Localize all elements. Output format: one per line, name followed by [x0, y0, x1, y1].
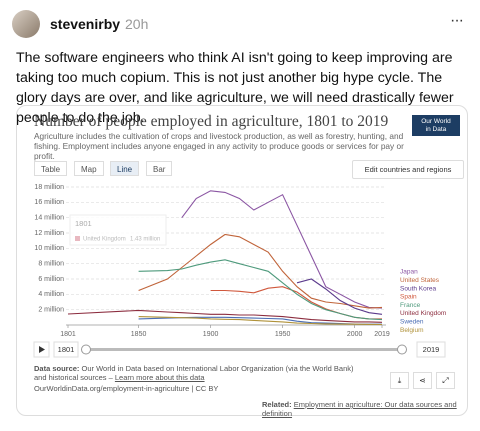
data-source: Data source: Our World in Data based on … [34, 364, 364, 382]
legend-label: Sweden [400, 319, 424, 326]
source-text: Our World in Data based on International… [34, 364, 354, 382]
post-text: The software engineers who think AI isn'… [16, 50, 454, 126]
avatar[interactable] [12, 10, 40, 38]
logo-line: Our World [421, 118, 451, 125]
tooltip-swatch [75, 236, 80, 241]
legend-label: United States [400, 277, 440, 284]
owid-logo[interactable]: Our World in Data [412, 115, 460, 136]
related: Related: Employment in agriculture: Our … [262, 400, 480, 418]
start-year-box[interactable] [53, 341, 79, 358]
x-tick-label: 1850 [131, 331, 147, 338]
source-label: Data source: [34, 364, 80, 373]
url-line[interactable]: OurWorldinData.org/employment-in-agricul… [34, 384, 219, 393]
y-tick-label: 4 million [38, 291, 64, 298]
chart-subtitle: Agriculture includes the cultivation of … [34, 131, 404, 161]
slider-handle[interactable] [81, 344, 91, 355]
y-tick-label: 12 million [34, 230, 64, 237]
tab[interactable]: Line [110, 161, 140, 176]
series-line [138, 259, 383, 321]
logo-line: in Data [425, 126, 447, 133]
fullscreen-button[interactable]: ⤢ [436, 372, 455, 389]
chart-title: Number of people employed in agriculture… [34, 113, 389, 130]
edit-button[interactable]: Edit countries and regions [352, 160, 464, 179]
y-tick-label: 18 million [34, 184, 64, 191]
start-year: 1801 [58, 345, 75, 354]
embed-card[interactable] [16, 105, 468, 416]
play-icon [39, 346, 45, 353]
series-line [138, 233, 383, 309]
related-label: Related: [262, 400, 292, 409]
share-button[interactable]: ⋖ [413, 372, 432, 389]
y-tick-label: 8 million [38, 261, 64, 268]
legend-label: Spain [400, 294, 417, 301]
series-line [67, 309, 383, 323]
more-button[interactable]: ··· [450, 12, 464, 29]
series-line [181, 190, 383, 309]
tab[interactable]: Table [34, 161, 68, 176]
tooltip-series: United Kingdom [83, 237, 126, 243]
y-tick-label: 16 million [34, 199, 64, 206]
x-tick-label: 1900 [203, 331, 219, 338]
legend-label: Japan [400, 269, 418, 276]
legend-label: France [400, 302, 421, 309]
y-tick-label: 14 million [34, 215, 64, 222]
source-link[interactable]: Learn more about this data [114, 373, 205, 382]
download-button[interactable]: ⤓ [390, 372, 409, 389]
x-tick-label: 2000 [347, 331, 363, 338]
related-link[interactable]: Employment in agriculture: Our data sour… [262, 400, 457, 418]
tooltip-box [69, 214, 167, 246]
legend-label: Belgium [400, 327, 423, 334]
x-tick-label: 1950 [275, 331, 291, 338]
x-tick-label: 2019 [374, 331, 390, 338]
legend-label: United Kingdom [400, 310, 446, 317]
post-time: 20h [125, 16, 149, 32]
legend-label: South Korea [400, 285, 437, 292]
end-year: 2019 [423, 345, 440, 354]
x-tick-label: 1801 [60, 331, 76, 338]
tooltip-year: 1801 [75, 219, 92, 228]
series-line [138, 316, 383, 326]
y-tick-label: 2 million [38, 307, 64, 314]
username[interactable]: stevenirby [50, 16, 121, 32]
tab[interactable]: Bar [146, 161, 173, 176]
series-line [296, 278, 383, 315]
tab[interactable]: Map [74, 161, 104, 176]
y-tick-label: 6 million [38, 276, 64, 283]
tooltip-value: 1.43 million [130, 237, 160, 243]
end-year-box[interactable] [416, 341, 446, 358]
y-tick-label: 10 million [34, 245, 64, 252]
slider-handle[interactable] [397, 344, 407, 355]
